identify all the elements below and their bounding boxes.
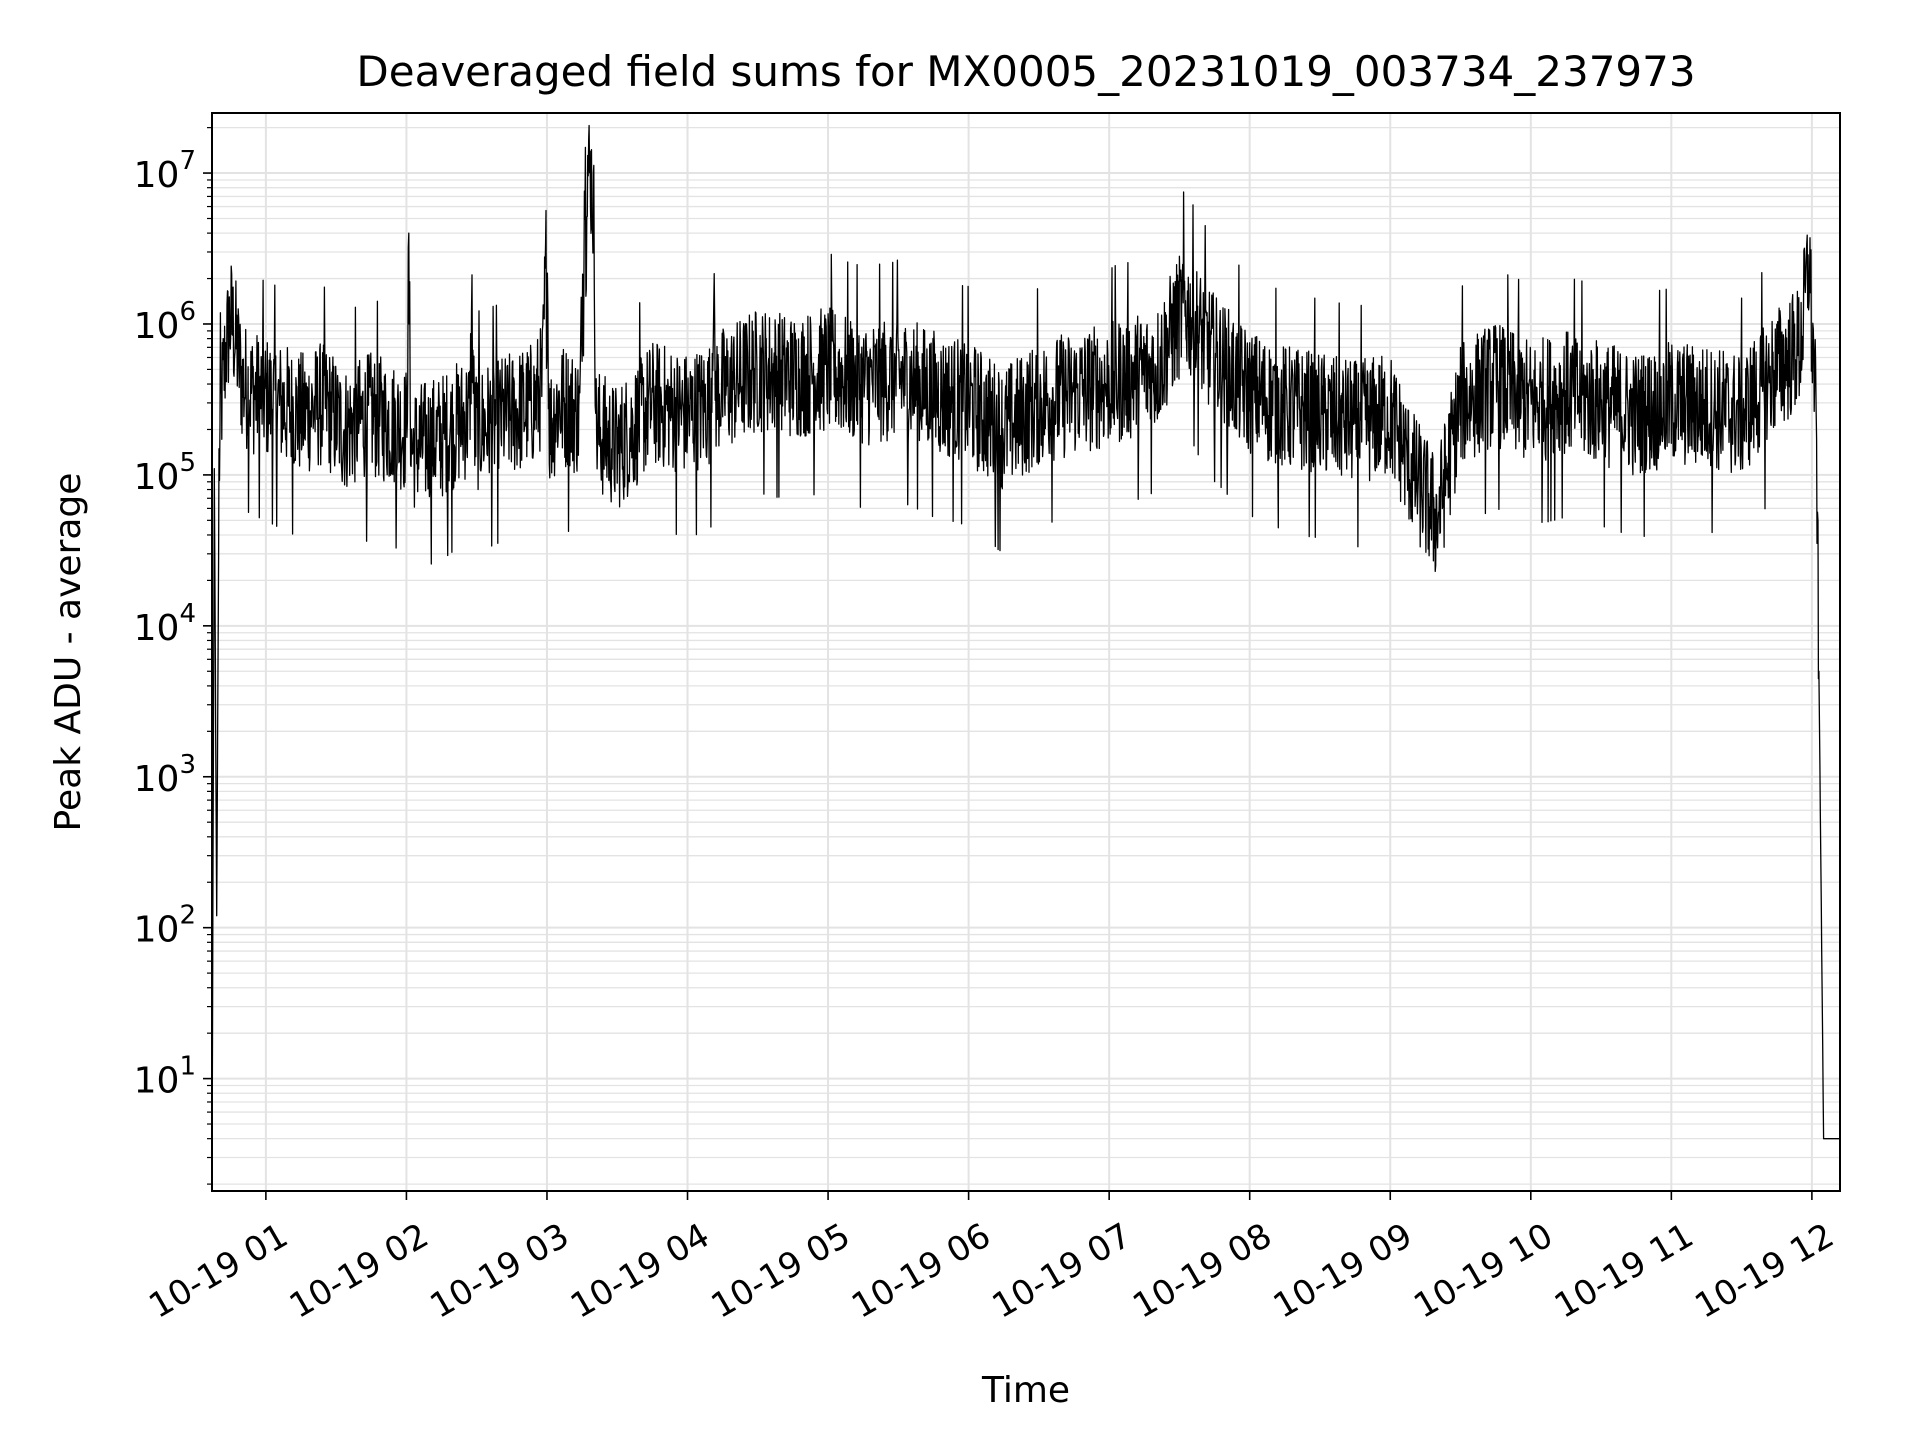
y-tick-label: 105 [134,448,196,498]
plot-frame [211,112,1841,1192]
y-tick-label: 103 [134,750,196,800]
grid-lines [212,113,1840,1191]
series-layer [211,124,1841,1185]
y-tick-label: 104 [134,599,196,649]
y-tick-label: 102 [134,901,196,951]
chart-title: Deaveraged field sums for MX0005_2023101… [356,47,1695,96]
y-tick-label: 106 [134,297,196,347]
y-axis-label: Peak ADU - average [48,473,89,832]
y-tick-label: 107 [134,146,196,196]
series-line [211,124,1841,1185]
y-tick-label: 101 [134,1052,196,1102]
x-axis-label: Time [981,1370,1070,1411]
